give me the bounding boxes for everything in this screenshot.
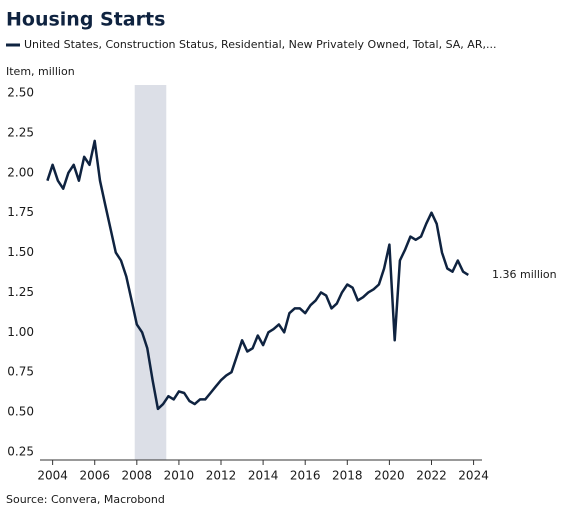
x-tick-label: 2006 — [79, 469, 110, 483]
x-tick-label: 2024 — [458, 469, 489, 483]
chart-title: Housing Starts — [6, 9, 165, 31]
x-tick-label: 2004 — [37, 469, 68, 483]
x-tick-label: 2014 — [248, 469, 279, 483]
y-tick-label: 0.75 — [7, 365, 34, 379]
x-tick-label: 2020 — [374, 469, 405, 483]
legend-label: United States, Construction Status, Resi… — [24, 38, 496, 51]
x-tick-label: 2012 — [206, 469, 237, 483]
y-axis-label: Item, million — [6, 65, 75, 78]
y-tick-label: 2.50 — [7, 85, 34, 99]
y-tick-label: 1.25 — [7, 285, 34, 299]
recession-shade — [134, 85, 167, 460]
y-tick-label: 2.00 — [7, 165, 34, 179]
series-line — [46, 139, 469, 411]
source: Source: Convera, Macrobond — [6, 493, 165, 506]
y-tick-label: 1.75 — [7, 205, 34, 219]
y-tick-label: 0.50 — [7, 405, 34, 419]
y-tick-label: 1.50 — [7, 245, 34, 259]
x-tick-label: 2022 — [416, 469, 447, 483]
y-tick-label: 1.00 — [7, 325, 34, 339]
last-value-label: 1.36 million — [492, 268, 557, 281]
x-tick-label: 2018 — [332, 469, 363, 483]
x-tick-label: 2010 — [164, 469, 195, 483]
x-tick-label: 2008 — [122, 469, 153, 483]
y-tick-label: 0.25 — [7, 445, 34, 459]
x-tick-label: 2016 — [290, 469, 321, 483]
y-tick-label: 2.25 — [7, 125, 34, 139]
